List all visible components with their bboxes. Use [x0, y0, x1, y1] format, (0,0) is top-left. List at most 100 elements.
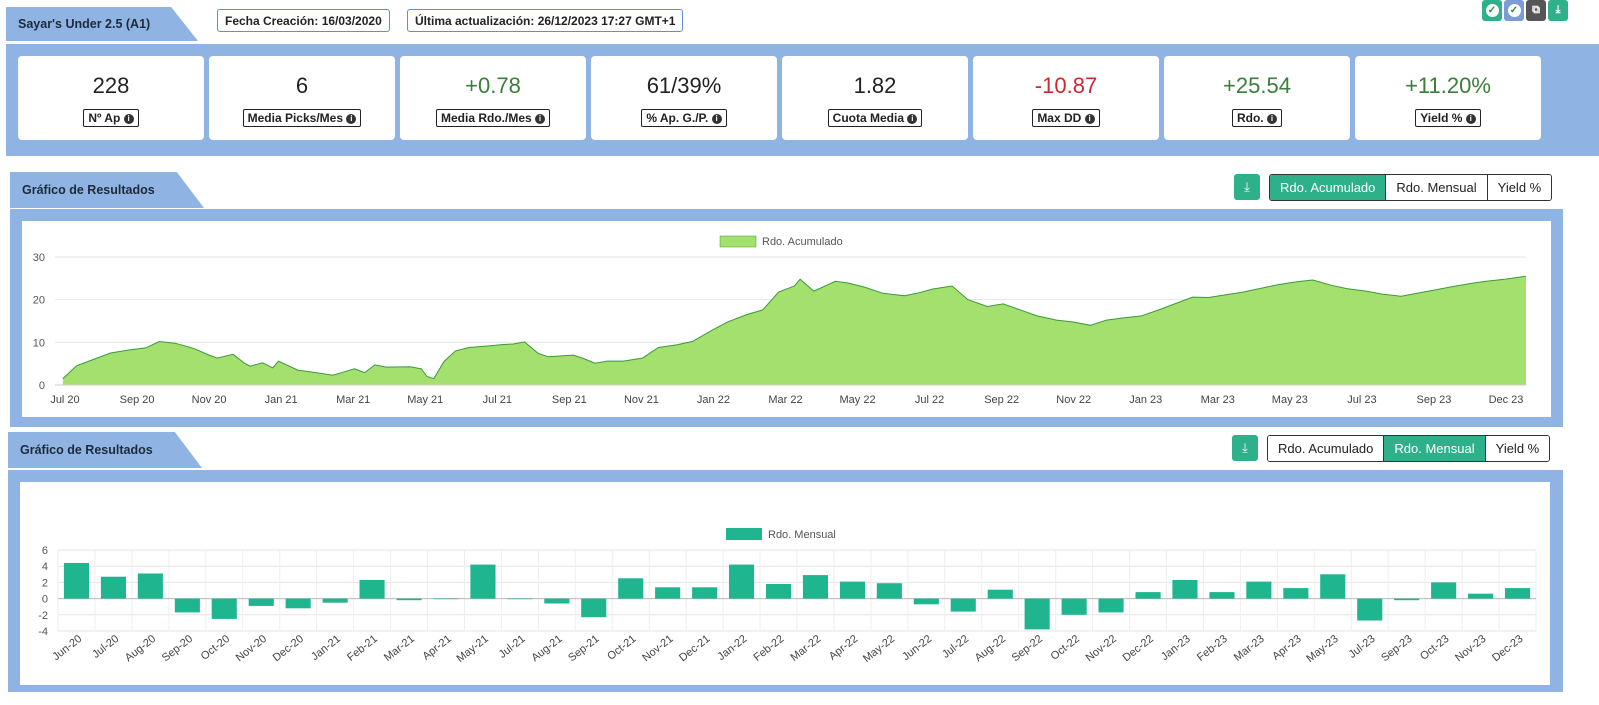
info-icon[interactable]: i	[346, 114, 357, 124]
bar	[137, 573, 163, 599]
legend-swatch	[719, 235, 757, 248]
x-tick-label: Nov 21	[624, 394, 659, 406]
btn-rdo-mensual[interactable]: Rdo. Mensual	[1383, 436, 1485, 461]
legend-label: Rdo. Acumulado	[762, 236, 843, 248]
stat-label[interactable]: Yield % i	[1415, 109, 1481, 127]
bar	[1246, 581, 1272, 599]
series-line	[62, 275, 1527, 380]
bar	[544, 598, 570, 604]
last-update: Última actualización: 26/12/2023 17:27 G…	[407, 9, 684, 32]
check-circle-icon[interactable]: ✓	[1482, 0, 1502, 21]
x-tick-label: Nov-22	[1084, 633, 1119, 664]
x-tick-label: Nov-21	[640, 633, 675, 664]
x-tick-label: Oct-20	[199, 633, 232, 663]
x-tick-label: Dec-20	[271, 633, 306, 664]
x-tick-label: Dec 23	[1489, 394, 1524, 406]
stat-label[interactable]: Rdo. i	[1231, 109, 1282, 127]
bar	[1357, 598, 1383, 621]
stats-panel: 228 Nº Ap i 6 Media Picks/Mes i +0.78 Media R…	[6, 44, 1599, 156]
strategy-title: Sayar's Under 2.5 (A1)	[18, 17, 151, 31]
x-tick-label: Aug-22	[973, 633, 1008, 664]
x-tick-label: Sep 20	[120, 394, 155, 406]
bar	[1135, 592, 1161, 599]
bar	[655, 587, 681, 599]
stat-value: -10.87	[1034, 73, 1098, 98]
stat-card: +11.20% Yield % i	[1355, 56, 1541, 140]
x-tick-label: Feb-23	[1195, 633, 1230, 664]
x-tick-label: Nov 22	[1056, 394, 1091, 406]
stat-value: 61/39%	[646, 73, 722, 98]
x-tick-label: Dec-22	[1121, 633, 1156, 664]
x-tick-label: Jul-21	[497, 633, 528, 661]
y-tick-label: 0	[39, 380, 45, 392]
info-icon[interactable]: i	[907, 114, 918, 124]
bar	[1505, 588, 1531, 599]
x-tick-label: Mar 21	[336, 394, 370, 406]
stat-value: +11.20%	[1405, 73, 1491, 98]
copy-icon[interactable]: ⧉	[1526, 0, 1546, 21]
info-icon[interactable]: i	[1084, 114, 1095, 124]
x-tick-label: Mar-23	[1232, 633, 1267, 664]
x-tick-label: Sep-21	[566, 633, 601, 664]
x-tick-label: Feb-21	[345, 633, 380, 664]
y-tick-label: 30	[33, 252, 45, 264]
x-tick-label: May-22	[861, 633, 897, 665]
bar	[470, 564, 496, 599]
y-tick-label: 20	[33, 295, 45, 307]
x-tick-label: Jan 22	[697, 394, 730, 406]
stat-label-text: Nº Ap	[88, 111, 121, 125]
download-chart-button[interactable]: ⤓	[1234, 174, 1260, 200]
stat-label[interactable]: Nº Ap i	[83, 109, 139, 127]
btn-rdo-mensual[interactable]: Rdo. Mensual	[1385, 175, 1487, 200]
chart-panel-mensual: -4 -2 0 2 4 6 Jun-20 Jul-20 Aug-20 Sep-20 Oct-20 No…	[8, 470, 1563, 692]
bar	[174, 598, 200, 613]
stat-card: 228 Nº Ap i	[18, 56, 204, 140]
stat-label[interactable]: Media Picks/Mes i	[242, 109, 362, 127]
bar	[285, 598, 311, 609]
x-tick-label: Feb-22	[752, 633, 787, 664]
info-icon[interactable]: i	[1465, 114, 1476, 124]
bar	[507, 598, 533, 600]
x-tick-label: Jul 23	[1347, 394, 1376, 406]
stat-label-text: Max DD	[1037, 111, 1082, 125]
download-icon[interactable]: ⤓	[1548, 0, 1568, 21]
x-tick-label: May 22	[840, 394, 876, 406]
download-chart-button[interactable]: ⤓	[1232, 435, 1258, 461]
x-tick-label: Sep 21	[552, 394, 587, 406]
stat-card: 6 Media Picks/Mes i	[209, 56, 395, 140]
btn-yield[interactable]: Yield %	[1484, 436, 1550, 461]
info-icon[interactable]: i	[123, 114, 134, 124]
btn-rdo-acumulado[interactable]: Rdo. Acumulado	[1270, 175, 1386, 200]
x-tick-label: May-21	[454, 633, 490, 665]
x-tick-label: Jul-20	[90, 633, 121, 661]
x-tick-label: Jul-23	[1347, 633, 1378, 661]
bar	[1098, 598, 1124, 613]
stat-value: 6	[295, 73, 309, 98]
stat-label[interactable]: % Ap. G./P. i	[641, 109, 727, 127]
stat-label[interactable]: Media Rdo./Mes i	[435, 109, 551, 127]
info-icon[interactable]: i	[711, 114, 722, 124]
stat-label-text: Media Rdo./Mes	[440, 111, 532, 125]
info-icon[interactable]: i	[1267, 114, 1277, 124]
x-tick-label: Sep-23	[1379, 633, 1414, 664]
btn-yield[interactable]: Yield %	[1486, 175, 1552, 200]
x-tick-label: Sep-20	[160, 633, 195, 664]
stat-value: +25.54	[1223, 73, 1291, 98]
stat-card: -10.87 Max DD i	[973, 56, 1159, 140]
bar	[1431, 582, 1457, 599]
btn-rdo-acumulado[interactable]: Rdo. Acumulado	[1268, 436, 1384, 461]
stat-label[interactable]: Cuota Media i	[827, 109, 923, 127]
info-icon[interactable]: i	[535, 114, 546, 124]
x-tick-label: Apr-23	[1270, 633, 1303, 663]
y-tick-label: -2	[38, 610, 48, 622]
legend-swatch	[726, 528, 762, 540]
x-tick-label: Apr-22	[827, 633, 860, 663]
x-tick-label: Jan-21	[309, 633, 343, 663]
check-circle-icon[interactable]: ✓	[1504, 0, 1524, 21]
bar	[100, 576, 126, 599]
x-tick-label: Aug-21	[529, 633, 564, 664]
x-tick-label: Jul 20	[50, 394, 79, 406]
x-tick-label: Jan-22	[716, 633, 750, 663]
stat-label[interactable]: Max DD i	[1032, 109, 1100, 127]
